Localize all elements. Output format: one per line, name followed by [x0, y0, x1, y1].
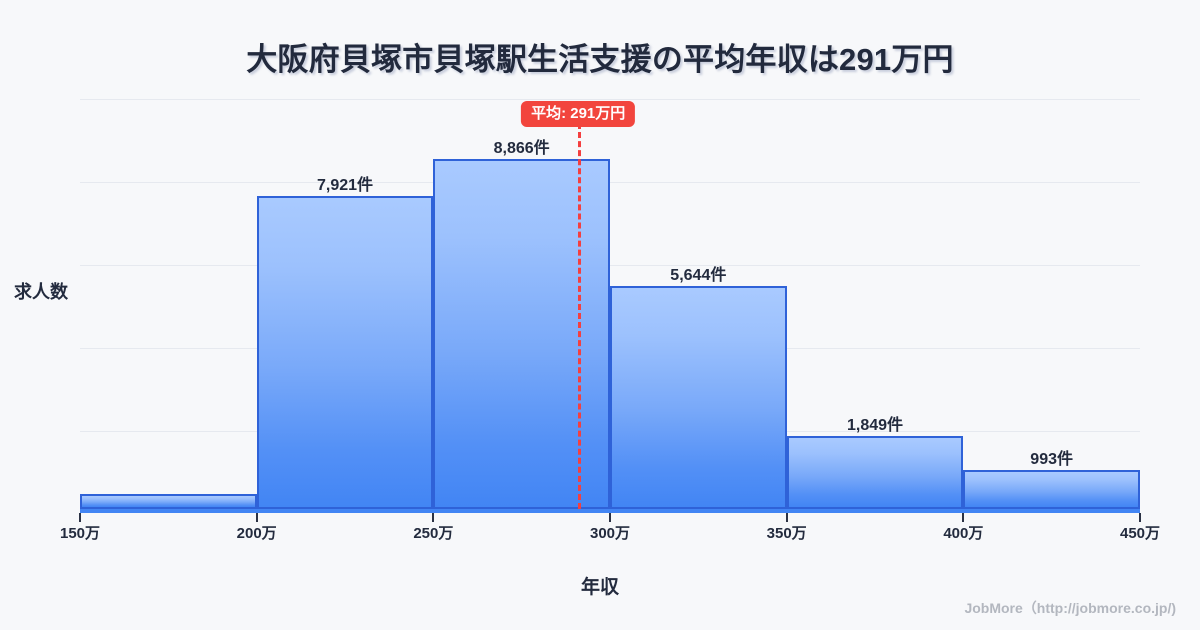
average-badge: 平均: 291万円: [521, 101, 636, 128]
x-tick: [79, 513, 81, 522]
bar-value-label: 8,866件: [493, 140, 550, 157]
x-tick-label: 150万: [59, 525, 101, 542]
gridline: [80, 265, 1140, 266]
bars-layer: 7,921件 8,866件 5,644件 1,849件 993件: [80, 95, 1140, 511]
x-tick: [432, 513, 435, 522]
gridline: [80, 99, 1140, 100]
bar[interactable]: [256, 196, 434, 509]
x-axis-title: 年収: [580, 577, 619, 598]
bar-value-label: 1,849件: [846, 417, 904, 434]
bar-value-label: 7,921件: [316, 177, 374, 195]
x-tick-label: 350万: [766, 525, 807, 542]
x-tick: [609, 513, 611, 522]
x-tick-label: 400万: [943, 525, 984, 542]
average-line: [578, 123, 582, 509]
x-tick: [962, 513, 965, 522]
gridline: [80, 182, 1140, 183]
x-tick: [1139, 513, 1141, 522]
bar-value-label: 5,644件: [670, 267, 727, 285]
x-tick-label: 250万: [413, 525, 454, 542]
bar[interactable]: [80, 494, 257, 509]
bar[interactable]: [963, 469, 1140, 509]
x-axis-line: [80, 509, 1140, 513]
x-tick: [255, 513, 258, 522]
x-tick: [785, 513, 788, 522]
plot-area: 7,921件 8,866件 5,644件 1,849件 993件 平均: 291万円: [80, 95, 1140, 511]
bar[interactable]: [786, 436, 964, 509]
bar-value-label: 993件: [1030, 450, 1074, 468]
bar[interactable]: [610, 286, 787, 509]
watermark: JobMore（http://jobmore.co.jp/): [964, 600, 1176, 616]
x-tick-label: 300万: [589, 525, 631, 542]
y-axis-title: 求人数: [14, 282, 68, 302]
bar[interactable]: [433, 159, 610, 509]
x-tick-label: 200万: [236, 525, 277, 542]
x-tick-label: 450万: [1119, 525, 1161, 542]
chart-title: 大阪府貝塚市貝塚駅生活支援の平均年収は291万円: [246, 42, 954, 77]
